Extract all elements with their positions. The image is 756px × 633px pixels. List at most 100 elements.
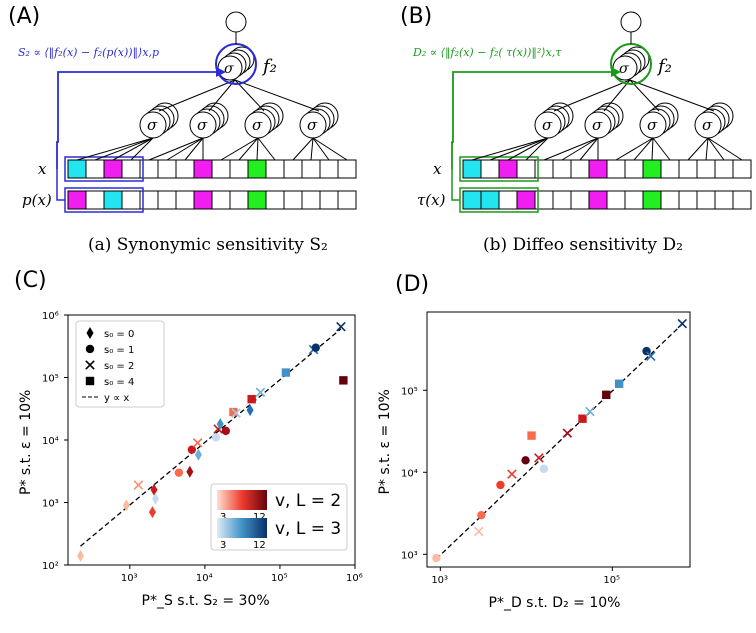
edge [471,137,549,161]
data-point-stroke [308,344,319,355]
input-cell [570,190,590,210]
plot-frame [426,311,691,568]
input-cell [624,190,644,210]
sigma-label: σ [307,116,318,134]
input-cell [247,190,267,210]
edge [76,137,154,161]
data-point-stroke [474,526,484,537]
data-point-stroke [534,453,544,463]
edge [629,79,715,112]
data-point [187,445,197,454]
input-cell [337,190,357,210]
input-cell [67,159,87,179]
row-label: x [38,160,47,178]
data-point [578,414,587,423]
edge [489,137,549,161]
data-point [255,387,266,398]
colorbar-box [210,483,348,551]
data-point [527,431,536,440]
input-cell [175,159,195,179]
chart-d: 10³ 10⁵ 10³ 10⁴ 10⁵ P*_D s.t. D₂ = 10% P* s.t.… [377,311,691,611]
data-point-stroke [677,318,688,329]
data-point [216,418,224,431]
chart-c: 10³ 10⁴ 10⁵ 10⁶ 10² 10³ 10⁴ 10⁵ 10⁶ P*_S s.t. S₂ … [18,311,363,609]
input-cell [247,159,267,179]
data-point [602,390,611,400]
y-tick-label: 10³ [401,550,418,561]
legend: s₀ = 0 s₀ = 1 s₀ = 2 s₀ = 4 y ∝ x v, L = 2 3 12… [75,320,348,551]
input-cell [121,159,141,179]
edge [148,137,204,161]
edge [507,137,549,161]
f2-label: f₂ [656,56,672,77]
data-point [677,318,688,329]
data-point [229,407,238,417]
input-cell [642,190,662,210]
data-point [186,465,194,478]
edge [312,137,348,161]
data-point [192,438,203,448]
data-point [150,483,158,496]
panel-letter-b: (B) [400,4,433,29]
data-point-stroke [336,321,346,332]
input-cell [265,159,285,179]
input-cell [588,190,608,210]
y-axis-label: P* s.t. ε = 10% [377,389,393,494]
data-point [281,368,291,377]
edge [208,79,236,112]
input-cell [660,159,680,179]
edge [234,79,265,112]
data-point [148,506,156,519]
input-cell [624,159,644,179]
data-point [646,351,656,361]
input-cell [498,190,518,210]
input-cell [660,190,680,210]
data-point [562,428,573,438]
sigma-label: σ [197,116,208,134]
input-cell [498,159,518,179]
edge [687,137,709,161]
feedback-path [56,169,65,201]
edge [184,137,204,161]
x-axis-label: P*_S s.t. S₂ = 30% [142,593,270,609]
sigma-label: σ [592,116,603,134]
edge [651,137,654,161]
edge [561,137,599,161]
input-cell [696,190,716,210]
input-cell [193,159,213,179]
input-cell [480,159,500,179]
colorbar-red [217,490,267,510]
data-point [152,492,160,505]
panel-letter-a: (A) [8,4,41,29]
sigma-label: σ [252,116,263,134]
data-point [246,404,254,417]
data-point [432,553,441,563]
input-cell [462,190,482,210]
colorbar-min: 3 [220,540,226,551]
input-cell [103,159,123,179]
data-point-stroke [562,428,573,438]
input-cell [121,190,141,210]
edge [579,137,599,161]
edge [310,137,314,161]
feedback-path [451,169,460,201]
data-point [534,453,544,463]
edge [112,137,154,161]
input-cell [319,159,339,179]
data-point [211,433,221,442]
edge [158,79,236,112]
y-tick-label: 10⁶ [42,311,59,322]
input-cell [157,159,177,179]
arrow-head [216,67,226,77]
output-node [225,11,247,33]
input-cell [85,190,105,210]
edge [292,137,314,161]
y-axis-label: P* s.t. ε = 10% [18,390,34,495]
input-cell [301,190,321,210]
data-point-stroke [677,318,688,329]
edge [166,137,204,161]
data-point [521,456,530,465]
input-cell [301,159,321,179]
data-point [85,344,95,354]
data-point [336,321,346,332]
